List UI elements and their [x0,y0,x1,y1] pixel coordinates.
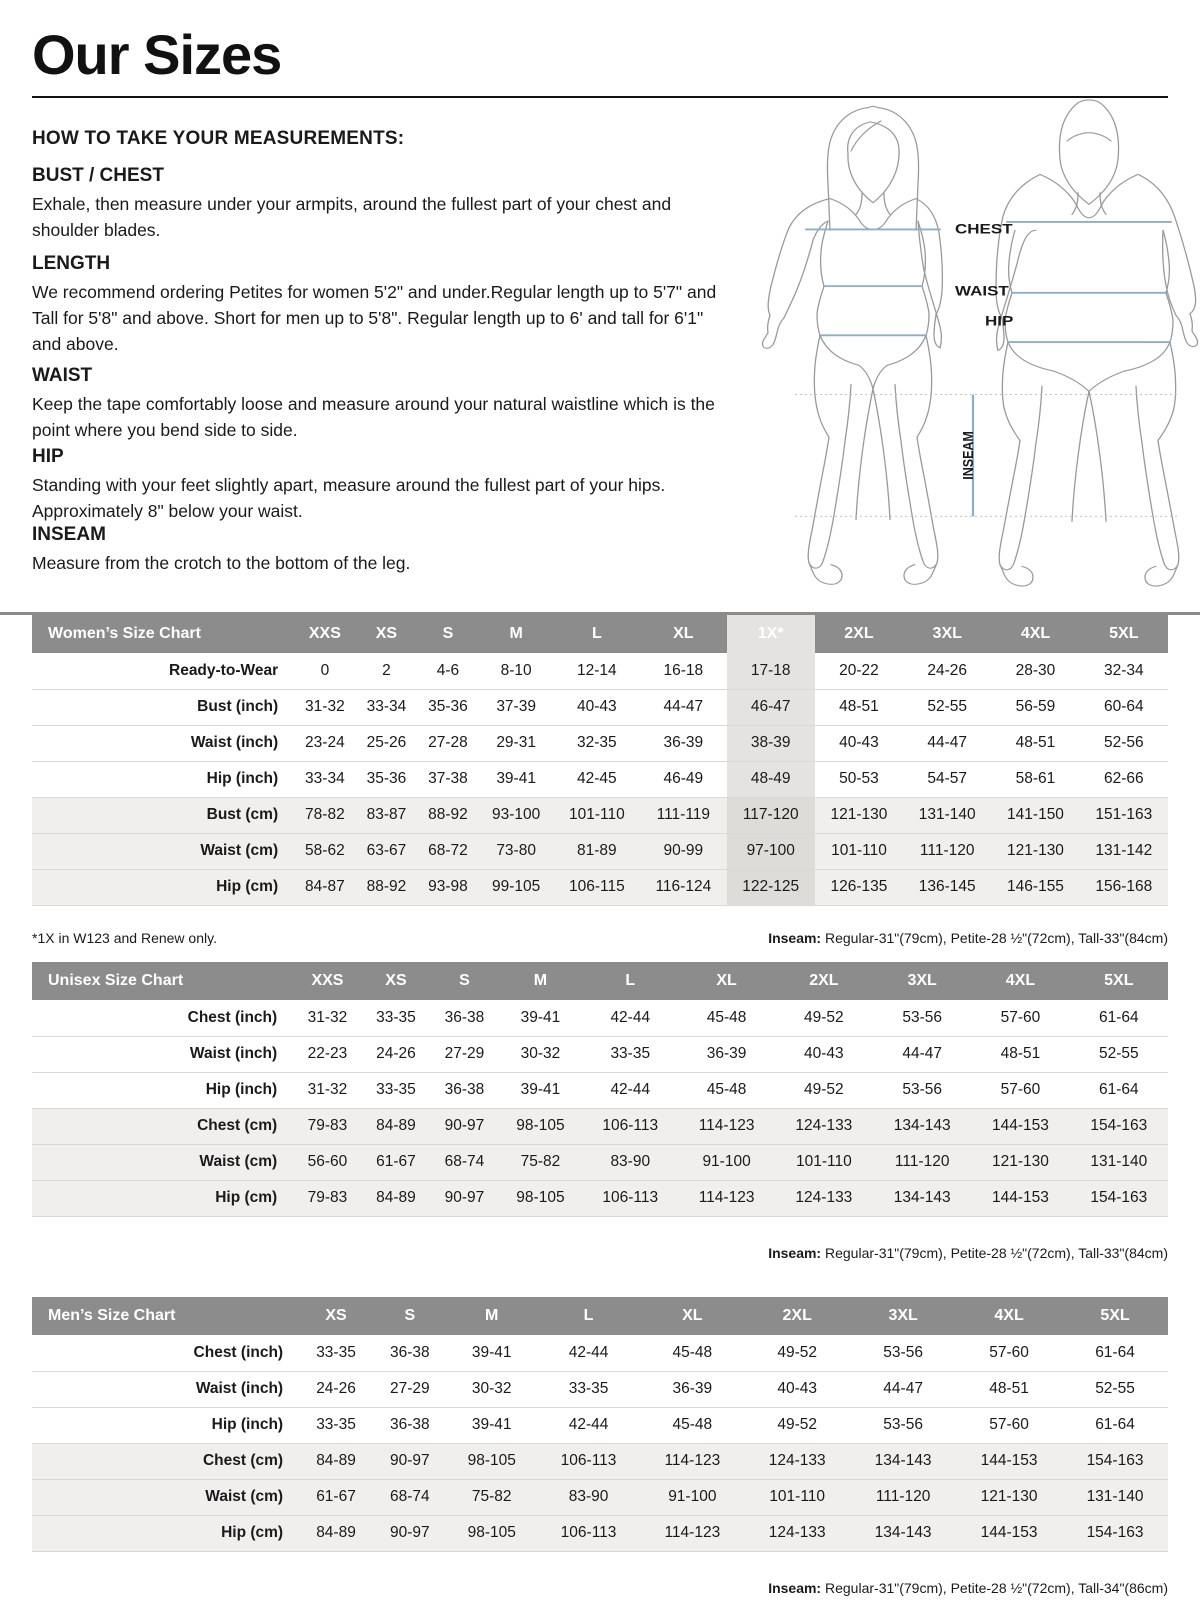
svg-text:INSEAM: INSEAM [959,431,976,480]
svg-text:WAIST: WAIST [955,284,1009,299]
svg-text:HIP: HIP [985,314,1013,329]
svg-text:CHEST: CHEST [955,222,1013,237]
